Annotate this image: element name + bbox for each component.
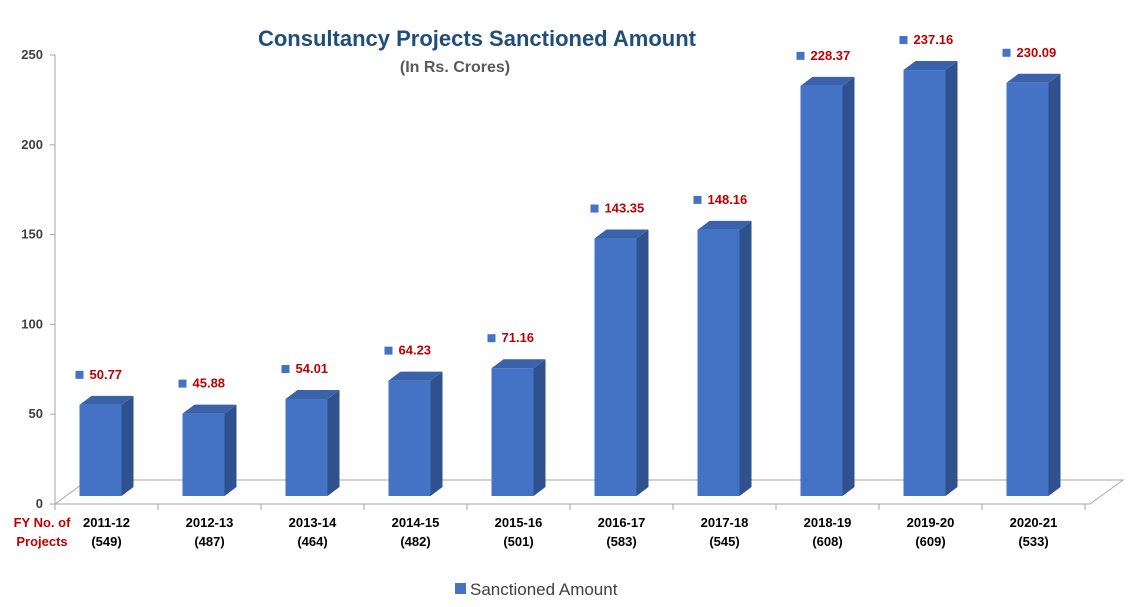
bar-side-face bbox=[533, 359, 546, 496]
bar-side-face bbox=[636, 229, 649, 496]
bar[interactable] bbox=[182, 404, 237, 496]
category-label: 2018-19 bbox=[804, 515, 852, 530]
fy-projects-label: Projects bbox=[16, 534, 67, 549]
bar-top-face bbox=[285, 389, 340, 399]
bar-top-face bbox=[800, 76, 855, 86]
bar-front-face bbox=[285, 398, 328, 496]
bar[interactable] bbox=[491, 359, 546, 496]
project-count-label: (501) bbox=[503, 534, 533, 549]
bar-front-face bbox=[491, 368, 534, 496]
project-count-label: (533) bbox=[1018, 534, 1048, 549]
data-label-marker bbox=[281, 364, 290, 373]
data-label-marker bbox=[899, 36, 908, 45]
bar[interactable] bbox=[285, 389, 340, 496]
category-label: 2012-13 bbox=[186, 515, 234, 530]
category-label: 2020-21 bbox=[1010, 515, 1058, 530]
project-count-label: (487) bbox=[194, 534, 224, 549]
project-count-label: (609) bbox=[915, 534, 945, 549]
bar-side-face bbox=[739, 220, 752, 496]
bars bbox=[79, 61, 1061, 497]
bar-front-face bbox=[903, 70, 946, 496]
data-label-marker bbox=[487, 334, 496, 343]
category-label: 2013-14 bbox=[289, 515, 337, 530]
bar-side-face bbox=[842, 76, 855, 497]
y-tick-label: 250 bbox=[21, 47, 43, 62]
data-label: 143.35 bbox=[605, 201, 645, 216]
data-label-marker bbox=[75, 370, 84, 379]
data-labels: 50.77 45.88 54.01 64.23 71.16 143.35 148.16 228… bbox=[75, 32, 1057, 391]
data-label: 71.16 bbox=[502, 330, 535, 345]
bar-front-face bbox=[800, 85, 843, 497]
bar-top-face bbox=[182, 404, 237, 414]
category-label: 2017-18 bbox=[701, 515, 749, 530]
data-label-marker bbox=[1002, 48, 1011, 57]
project-count-label: (608) bbox=[812, 534, 842, 549]
y-tick-label: 50 bbox=[29, 406, 43, 421]
bar-side-face bbox=[430, 371, 443, 496]
legend[interactable]: Sanctioned Amount bbox=[455, 580, 618, 599]
data-label: 45.88 bbox=[193, 376, 226, 391]
legend-swatch bbox=[455, 583, 466, 594]
fy-projects-label: FY No. of bbox=[14, 515, 71, 530]
bar-front-face bbox=[182, 413, 225, 496]
data-label: 50.77 bbox=[90, 367, 123, 382]
bar-top-face bbox=[1006, 73, 1061, 83]
y-tick-label: 200 bbox=[21, 137, 43, 152]
y-tick-label: 100 bbox=[21, 316, 43, 331]
category-labels: 2011-12 (549) 2012-13 (487) 2013-14 (464) 2014… bbox=[14, 515, 1058, 549]
bar-side-face bbox=[945, 61, 958, 496]
data-label: 228.37 bbox=[811, 48, 851, 63]
chart-subtitle: (In Rs. Crores) bbox=[400, 59, 510, 76]
category-label: 2011-12 bbox=[83, 515, 130, 530]
data-label: 230.09 bbox=[1017, 45, 1057, 60]
bar[interactable] bbox=[79, 395, 134, 496]
bar[interactable] bbox=[1006, 73, 1061, 496]
bar[interactable] bbox=[594, 229, 649, 496]
data-label-marker bbox=[178, 379, 187, 388]
bar-top-face bbox=[697, 220, 752, 230]
category-label: 2019-20 bbox=[907, 515, 955, 530]
project-count-label: (583) bbox=[606, 534, 636, 549]
project-count-label: (464) bbox=[297, 534, 327, 549]
project-count-label: (545) bbox=[709, 534, 739, 549]
category-label: 2016-17 bbox=[598, 515, 646, 530]
data-label-marker bbox=[384, 346, 393, 355]
data-label-marker bbox=[693, 195, 702, 204]
bar[interactable] bbox=[388, 371, 443, 496]
y-tick-label: 150 bbox=[21, 227, 43, 242]
bar-front-face bbox=[1006, 82, 1049, 496]
data-label-marker bbox=[590, 204, 599, 213]
data-label: 148.16 bbox=[708, 192, 748, 207]
bar-side-face bbox=[327, 389, 340, 496]
data-label: 64.23 bbox=[399, 343, 432, 358]
category-label: 2014-15 bbox=[392, 515, 440, 530]
bar[interactable] bbox=[697, 220, 752, 496]
bar[interactable] bbox=[800, 76, 855, 497]
bar-side-face bbox=[121, 395, 134, 496]
axes: 0 50 100 150 200 250 bbox=[21, 47, 1125, 511]
bar-front-face bbox=[388, 380, 431, 496]
data-label-marker bbox=[796, 51, 805, 60]
data-label: 237.16 bbox=[914, 32, 954, 47]
bar[interactable] bbox=[903, 61, 958, 496]
data-label: 54.01 bbox=[296, 361, 329, 376]
bar-front-face bbox=[697, 229, 740, 496]
y-tick-label: 0 bbox=[36, 496, 43, 511]
project-count-label: (549) bbox=[91, 534, 121, 549]
bar-side-face bbox=[1048, 73, 1061, 496]
bar-front-face bbox=[594, 238, 637, 496]
bar-top-face bbox=[491, 359, 546, 369]
bar-side-face bbox=[224, 404, 237, 496]
bar-front-face bbox=[79, 404, 122, 496]
chart-title: Consultancy Projects Sanctioned Amount bbox=[258, 26, 697, 51]
project-count-label: (482) bbox=[400, 534, 430, 549]
bar-top-face bbox=[594, 229, 649, 239]
legend-label: Sanctioned Amount bbox=[470, 580, 618, 599]
bar-top-face bbox=[903, 61, 958, 71]
category-label: 2015-16 bbox=[495, 515, 543, 530]
bar-top-face bbox=[79, 395, 134, 405]
bar-top-face bbox=[388, 371, 443, 381]
